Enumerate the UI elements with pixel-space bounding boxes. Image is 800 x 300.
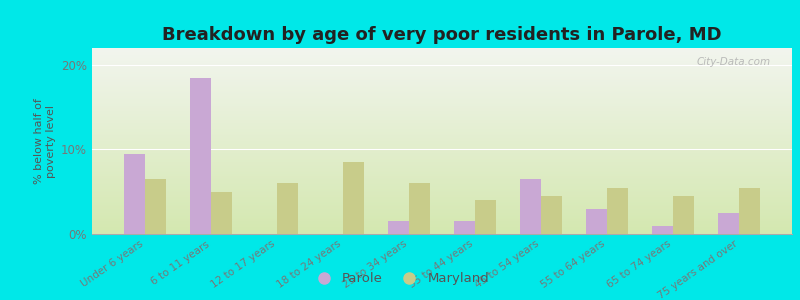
- Title: Breakdown by age of very poor residents in Parole, MD: Breakdown by age of very poor residents …: [162, 26, 722, 44]
- Bar: [475, 200, 496, 234]
- Bar: [454, 221, 475, 234]
- Bar: [211, 192, 232, 234]
- Bar: [607, 188, 628, 234]
- Bar: [190, 78, 211, 234]
- Bar: [739, 188, 760, 234]
- Text: City-Data.com: City-Data.com: [697, 57, 771, 67]
- Bar: [277, 183, 298, 234]
- Bar: [541, 196, 562, 234]
- Bar: [388, 221, 409, 234]
- Bar: [652, 226, 673, 234]
- Bar: [673, 196, 694, 234]
- Bar: [520, 179, 541, 234]
- Bar: [145, 179, 166, 234]
- Y-axis label: % below half of
poverty level: % below half of poverty level: [34, 98, 55, 184]
- Bar: [409, 183, 430, 234]
- Legend: Parole, Maryland: Parole, Maryland: [305, 267, 495, 290]
- Bar: [718, 213, 739, 234]
- Bar: [586, 208, 607, 234]
- Bar: [343, 162, 364, 234]
- Bar: [124, 154, 145, 234]
